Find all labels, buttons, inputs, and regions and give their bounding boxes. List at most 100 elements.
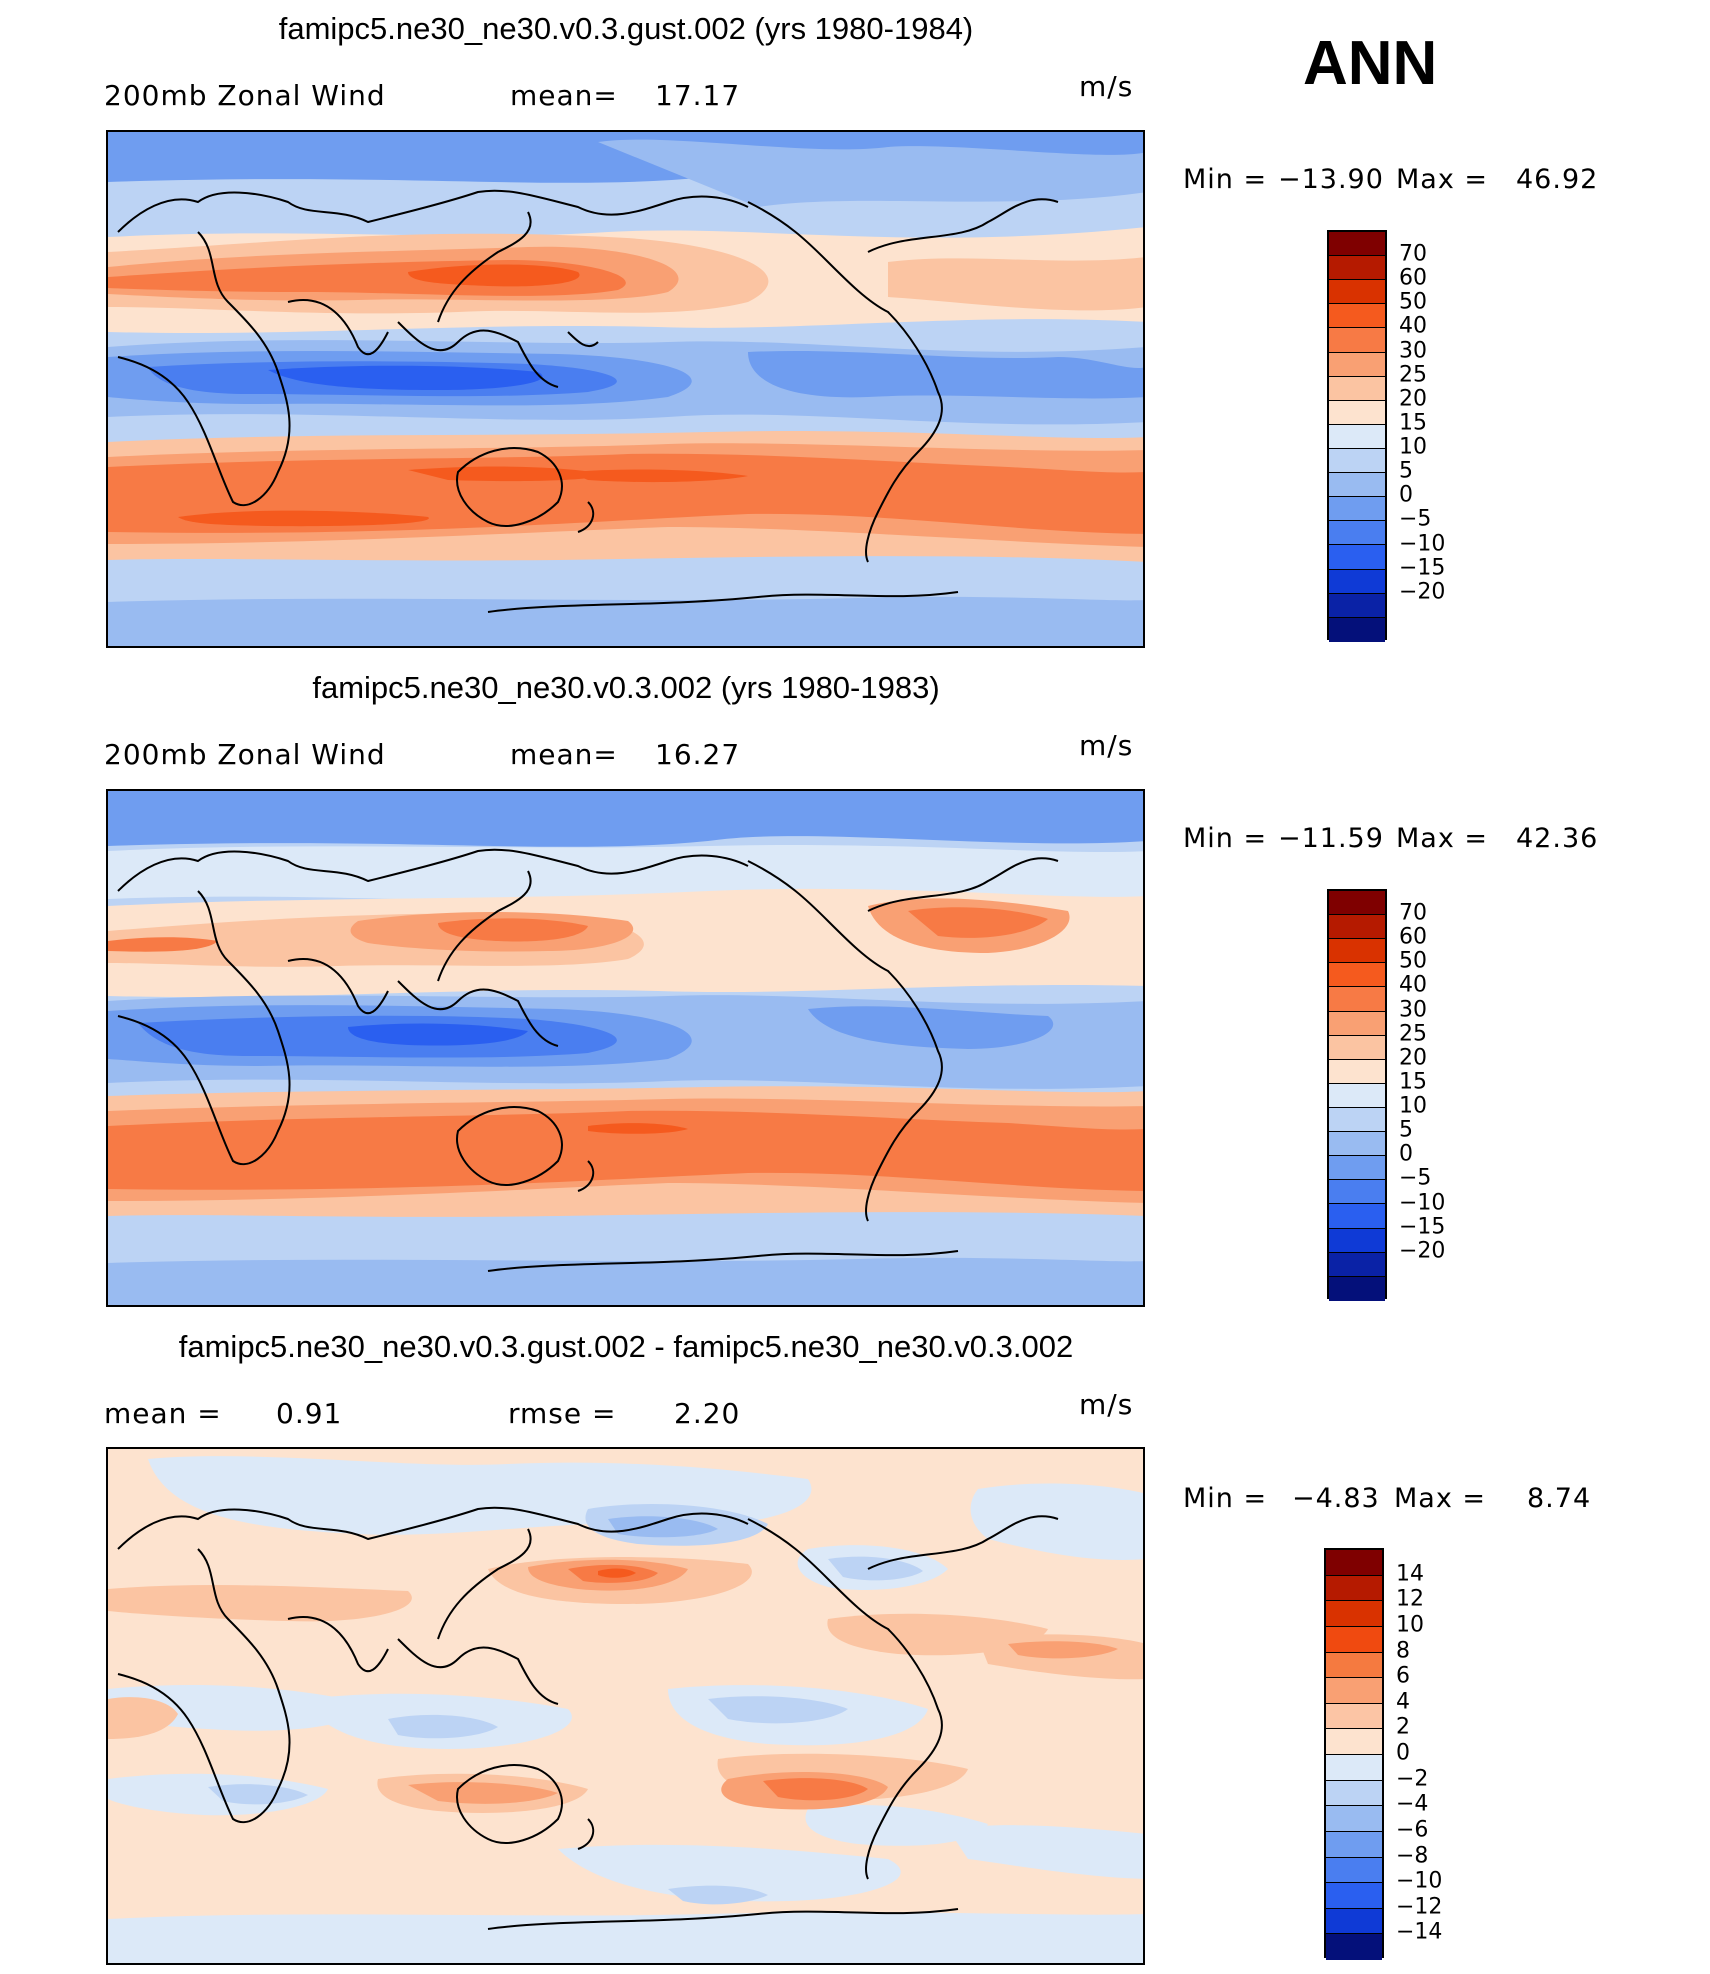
colorbar-tick-label: 40 <box>1399 313 1427 339</box>
panel-2-max-value: 42.36 <box>1516 823 1599 854</box>
colorbar-swatch <box>1329 400 1385 425</box>
colorbar-tick-label: −12 <box>1396 1894 1443 1920</box>
colorbar-swatch <box>1329 328 1385 353</box>
colorbar-tick-label: 15 <box>1399 1069 1427 1095</box>
season-label: ANN <box>1303 29 1438 98</box>
colorbar-swatch <box>1329 1011 1385 1036</box>
colorbar-tick-label: 0 <box>1399 1141 1413 1167</box>
panel-1-variable: 200mb Zonal Wind <box>104 79 386 112</box>
colorbar-swatch <box>1326 1934 1382 1960</box>
colorbar-tick-label: 20 <box>1399 1045 1427 1071</box>
panel-1-min-label: Min = <box>1183 164 1268 195</box>
colorbar-tick-label: 0 <box>1396 1740 1410 1766</box>
colorbar-swatch <box>1329 1252 1385 1277</box>
colorbar-swatches <box>1327 230 1387 642</box>
panel-1-map <box>106 130 1145 648</box>
colorbar-tick-label: −10 <box>1399 531 1446 557</box>
colorbar-swatch <box>1329 304 1385 329</box>
panel-1-max-label: Max = <box>1396 164 1489 195</box>
colorbar-swatch <box>1329 569 1385 594</box>
colorbar-swatch <box>1329 617 1385 642</box>
colorbar-swatch <box>1326 1652 1382 1679</box>
colorbar-tick-label: 25 <box>1399 1021 1427 1047</box>
panel-3-mean-value: 0.91 <box>276 1397 343 1430</box>
panel-2-max-label: Max = <box>1396 823 1489 854</box>
colorbar-tick-label: −5 <box>1399 506 1432 532</box>
colorbar-swatch <box>1329 1035 1385 1060</box>
colorbar-tick-label: 4 <box>1396 1689 1410 1715</box>
colorbar-swatch <box>1329 545 1385 570</box>
panel-3-rmse-value: 2.20 <box>674 1397 741 1430</box>
colorbar-tick-label: 5 <box>1399 458 1413 484</box>
colorbar-swatch <box>1326 1857 1382 1884</box>
panel-3-min-label: Min = <box>1183 1483 1268 1514</box>
panel-2-units: m/s <box>1079 729 1134 762</box>
colorbar-swatch <box>1329 1276 1385 1301</box>
colorbar-swatch <box>1326 1780 1382 1807</box>
colorbar-swatch <box>1329 963 1385 988</box>
panel-3-units: m/s <box>1079 1388 1134 1421</box>
colorbar-tick-label: 2 <box>1396 1714 1410 1740</box>
colorbar-tick-label: 50 <box>1399 289 1427 315</box>
colorbar-swatch <box>1326 1831 1382 1858</box>
panel-1-min-value: −13.90 <box>1278 164 1384 195</box>
colorbar-tick-label: 70 <box>1399 241 1427 267</box>
colorbar-tick-label: 8 <box>1396 1638 1410 1663</box>
colorbar-tick-label: −10 <box>1399 1190 1446 1216</box>
panel-3-min-value: −4.83 <box>1292 1483 1380 1514</box>
colorbar-swatch <box>1329 1180 1385 1205</box>
panel-1-mean-label: mean= <box>510 79 618 112</box>
colorbar-swatch <box>1326 1626 1382 1653</box>
colorbar-swatch <box>1329 915 1385 940</box>
colorbar-swatch <box>1329 424 1385 449</box>
colorbar-swatch <box>1329 232 1385 257</box>
panel-2-map <box>106 789 1145 1307</box>
colorbar-tick-label: −2 <box>1396 1766 1429 1792</box>
panel-2-variable: 200mb Zonal Wind <box>104 738 386 771</box>
colorbar-tick-label: −15 <box>1399 555 1446 581</box>
panel-3-mean-label: mean = <box>104 1397 222 1430</box>
colorbar-swatch <box>1326 1550 1382 1576</box>
colorbar-tick-label: −5 <box>1399 1165 1432 1191</box>
colorbar-tick-label: 40 <box>1399 972 1427 998</box>
colorbar-swatch <box>1326 1729 1382 1755</box>
panel-2-title: famipc5.ne30_ne30.v0.3.002 (yrs 1980-198… <box>312 670 940 705</box>
colorbar-swatches <box>1327 889 1387 1301</box>
panel-2-mean-label: mean= <box>510 738 618 771</box>
colorbar-swatch <box>1326 1575 1382 1602</box>
colorbar-swatch <box>1329 939 1385 964</box>
colorbar-swatch <box>1329 1156 1385 1181</box>
colorbar-tick-label: −15 <box>1399 1214 1446 1240</box>
colorbar-swatch <box>1329 497 1385 522</box>
panel-3-rmse-label: rmse = <box>508 1397 617 1430</box>
colorbar-swatch <box>1329 280 1385 305</box>
colorbar-tick-label: 70 <box>1399 900 1427 926</box>
colorbar-swatch <box>1329 891 1385 916</box>
colorbar-tick-label: 0 <box>1399 482 1413 508</box>
colorbar-swatch <box>1326 1678 1382 1704</box>
panel-3-map <box>106 1447 1145 1965</box>
colorbar-tick-label: 25 <box>1399 362 1427 388</box>
panel-2-min-label: Min = <box>1183 823 1268 854</box>
colorbar-swatch <box>1329 1132 1385 1157</box>
colorbar-tick-label: 6 <box>1396 1663 1410 1689</box>
colorbar-swatch <box>1329 521 1385 546</box>
colorbar-tick-label: 10 <box>1399 434 1427 460</box>
colorbar-swatch <box>1329 473 1385 498</box>
colorbar-swatch <box>1329 256 1385 281</box>
panel-2-mean-value: 16.27 <box>655 738 741 771</box>
colorbar-swatch <box>1329 1107 1385 1133</box>
colorbar-swatches <box>1324 1548 1384 1960</box>
colorbar-tick-label: 10 <box>1396 1612 1424 1638</box>
colorbar-swatch <box>1329 448 1385 474</box>
colorbar-swatch <box>1326 1883 1382 1909</box>
colorbar-tick-label: 10 <box>1399 1093 1427 1119</box>
colorbar-swatch <box>1329 376 1385 401</box>
panel-3-max-value: 8.74 <box>1527 1483 1592 1514</box>
colorbar-tick-label: 15 <box>1399 410 1427 436</box>
panel-3-max-label: Max = <box>1394 1483 1487 1514</box>
panel-2-field <box>108 791 1143 1305</box>
colorbar-tick-label: 14 <box>1396 1561 1424 1587</box>
colorbar-swatch <box>1326 1703 1382 1730</box>
panel-1-mean-value: 17.17 <box>655 79 741 112</box>
